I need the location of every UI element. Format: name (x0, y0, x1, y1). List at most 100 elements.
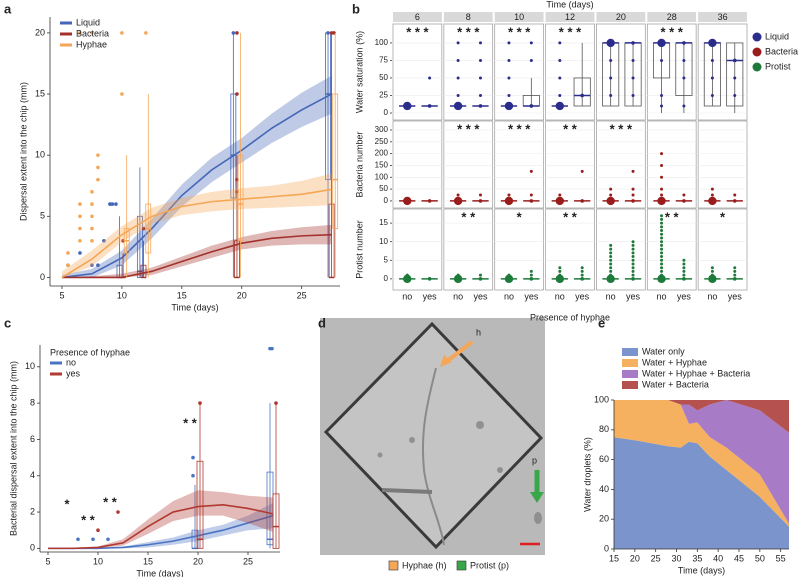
significance-stars: * * * (457, 24, 480, 39)
x-tick-label: no (657, 291, 667, 301)
y-tick-label: 20 (599, 514, 609, 524)
data-point (529, 269, 533, 273)
data-point (78, 251, 82, 255)
legend-label: Hyphae (h) (402, 560, 447, 570)
facet-panel (392, 23, 443, 121)
data-point (428, 76, 432, 80)
box (573, 77, 591, 107)
legend-swatch (752, 47, 762, 57)
significance-stars: * * * (661, 24, 684, 39)
x-tick-label: 5 (59, 290, 64, 300)
data-point (682, 58, 686, 62)
data-point (78, 31, 82, 35)
data-point (682, 266, 686, 270)
hypha-branch (381, 488, 433, 494)
data-point (478, 58, 482, 62)
chamber-outline (323, 321, 544, 550)
data-point (609, 93, 613, 97)
data-point (710, 273, 714, 277)
data-point (631, 240, 635, 244)
facet-label: 10 (514, 12, 524, 22)
x-axis-label: Time (days) (171, 302, 218, 312)
x-tick-label: 50 (755, 553, 765, 563)
data-point (78, 226, 82, 231)
legend-title: Presence of hyphae (50, 347, 130, 357)
significance-stars: * * * (610, 121, 633, 136)
data-point (405, 273, 409, 277)
protist-arrowhead (530, 492, 544, 503)
x-tick-label: 55 (776, 553, 786, 563)
data-point (660, 236, 664, 240)
y-tick-label: 0 (384, 274, 389, 283)
median-dot (529, 104, 534, 108)
x-tick-label: 25 (297, 290, 307, 300)
y-axis-label: Water saturation (%) (354, 31, 364, 113)
facet-panel (494, 120, 544, 209)
facet-panel (697, 120, 748, 209)
data-point (102, 238, 106, 243)
y-tick-label: 2 (30, 506, 35, 516)
y-tick-label: 6 (30, 434, 35, 444)
y-tick-label: 20 (35, 27, 45, 37)
data-point (660, 225, 664, 229)
micrograph: d h p Hyphae (h) Protist (p) (318, 315, 545, 570)
median-dot (453, 101, 463, 111)
x-axis-label: Time (days) (136, 568, 183, 577)
median-dot (580, 199, 584, 203)
median-dot (606, 38, 615, 48)
data-point (631, 169, 635, 173)
median-dot (504, 196, 514, 206)
y-tick-label: 0 (30, 543, 35, 553)
chart-title: Time (days) (546, 0, 593, 9)
data-point (558, 41, 562, 45)
data-point (733, 273, 737, 277)
data-point (114, 202, 118, 206)
data-point (141, 226, 146, 231)
y-tick-label: 50 (379, 184, 388, 193)
x-tick-label: 20 (237, 290, 247, 300)
data-point (78, 214, 82, 219)
protist-label: p (532, 455, 537, 465)
legend-label: Water + Hyphae (642, 357, 707, 367)
x-tick-label: yes (473, 291, 488, 301)
y-tick-label: 0 (604, 543, 609, 553)
data-point (660, 229, 664, 233)
facet-header (698, 12, 747, 22)
data-point (76, 537, 80, 542)
x-tick-label: 45 (734, 553, 744, 563)
facet-header (494, 12, 544, 22)
data-point (90, 214, 94, 219)
x-tick-label: 30 (671, 553, 681, 563)
data-point (456, 193, 460, 197)
data-point (631, 193, 635, 197)
data-point (456, 273, 460, 277)
data-point (191, 473, 195, 478)
data-point (507, 58, 511, 62)
data-point (478, 193, 482, 197)
y-tick-label: 50 (379, 73, 388, 82)
median-dot (580, 93, 584, 98)
data-point (558, 273, 562, 277)
data-point (660, 93, 664, 97)
panel-label: a (4, 1, 12, 16)
median-dot (453, 196, 463, 206)
data-point (609, 262, 613, 266)
hyphae-arrow (444, 340, 474, 364)
median-dot (529, 199, 534, 203)
facet-panel (596, 120, 646, 209)
data-point (609, 247, 613, 251)
significance-stars: * * (183, 415, 198, 430)
data-point (507, 41, 511, 45)
data-point (96, 263, 100, 268)
y-tick-label: 100 (375, 38, 389, 47)
x-tick-label: 15 (143, 556, 153, 566)
y-tick-label: 0 (40, 272, 45, 282)
data-point (90, 190, 94, 194)
data-point (631, 269, 635, 273)
y-axis-label: Bacteria number (354, 131, 364, 197)
legend-label: Bacteria (765, 46, 798, 56)
median-dot (427, 199, 432, 203)
facet-panel (646, 23, 697, 121)
facet-label: 20 (616, 12, 626, 22)
x-tick-label: 5 (45, 556, 50, 566)
